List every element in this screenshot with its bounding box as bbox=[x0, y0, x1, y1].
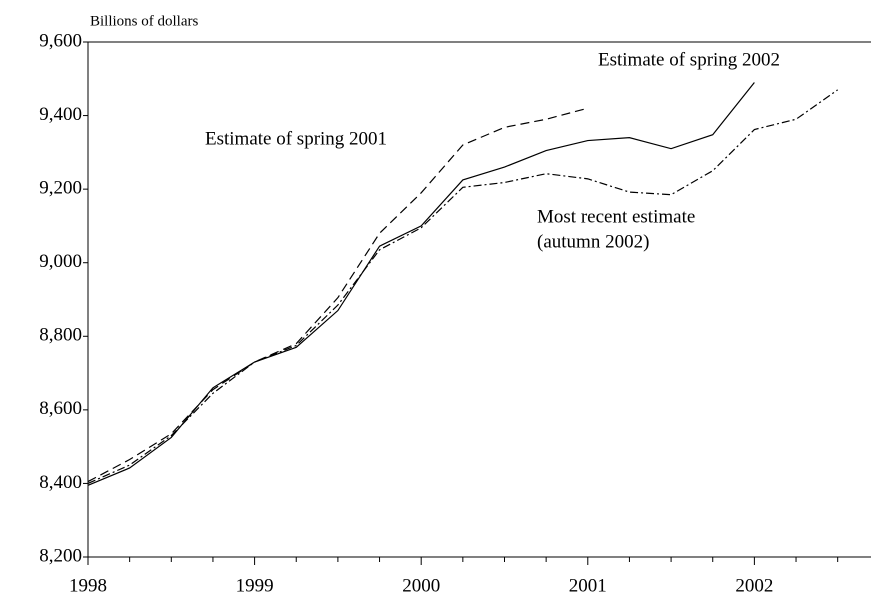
y-tick-label: 8,600 bbox=[39, 398, 82, 419]
x-tick-label: 2002 bbox=[735, 575, 773, 596]
y-axis-label: Billions of dollars bbox=[90, 13, 198, 29]
x-tick-label: 1998 bbox=[69, 575, 107, 596]
series-line bbox=[87, 107, 588, 483]
y-tick-label: 9,000 bbox=[39, 251, 82, 272]
y-tick-label: 8,400 bbox=[39, 472, 82, 493]
x-tick-label: 1999 bbox=[236, 575, 274, 596]
y-tick-label: 8,200 bbox=[39, 545, 82, 566]
series-annotation: Estimate of spring 2002 bbox=[598, 49, 780, 70]
y-tick-label: 9,200 bbox=[39, 178, 82, 199]
y-tick-label: 9,600 bbox=[39, 30, 82, 51]
series-line bbox=[87, 82, 755, 486]
x-tick-label: 2001 bbox=[569, 575, 607, 596]
series-annotation: (autumn 2002) bbox=[537, 231, 649, 252]
series-line bbox=[87, 89, 839, 484]
series-annotation: Most recent estimate bbox=[537, 206, 695, 227]
y-tick-label: 8,800 bbox=[39, 325, 82, 346]
x-tick-label: 2000 bbox=[402, 575, 440, 596]
series-annotation: Estimate of spring 2001 bbox=[205, 128, 387, 149]
y-tick-label: 9,400 bbox=[39, 104, 82, 125]
